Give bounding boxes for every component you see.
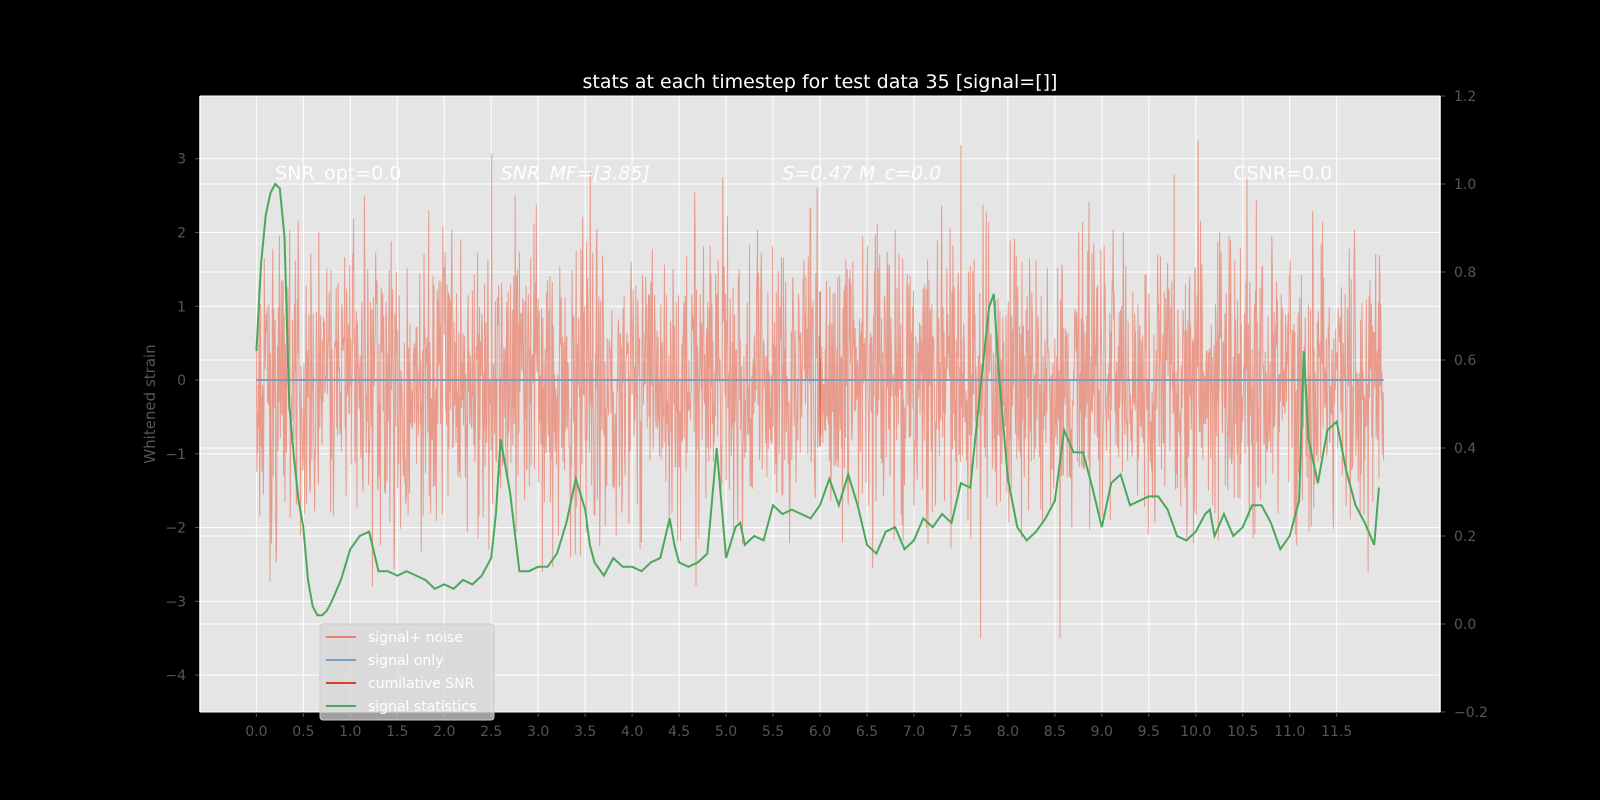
y-tick-label: 3: [177, 152, 186, 168]
x-tick-label: 2.0: [433, 724, 455, 740]
x-tick-label: 7.5: [950, 724, 972, 740]
annotation-text: CSNR=0.0: [1233, 162, 1332, 184]
annotation-text: SNR_opt=0.0: [275, 162, 401, 184]
x-tick-label: 2.5: [480, 724, 502, 740]
legend-label: signal+ noise: [368, 630, 463, 646]
x-tick-label: 9.5: [1138, 724, 1160, 740]
y2-tick-label: 0.2: [1454, 529, 1476, 545]
y2-tick-label: 0.0: [1454, 617, 1476, 633]
x-tick-label: 3.0: [527, 724, 549, 740]
x-tick-label: 11.0: [1274, 724, 1305, 740]
y-tick-label: −4: [165, 668, 186, 684]
y2-tick-label: 0.8: [1454, 265, 1476, 281]
legend-label: cumilative SNR: [368, 676, 475, 692]
x-tick-label: 11.5: [1321, 724, 1352, 740]
y2-tick-label: 1.0: [1454, 177, 1476, 193]
x-tick-label: 10.5: [1227, 724, 1258, 740]
y-tick-label: 0: [177, 373, 186, 389]
legend-label: signal only: [368, 653, 443, 669]
x-tick-label: 1.5: [386, 724, 408, 740]
x-tick-label: 7.0: [903, 724, 925, 740]
legend-box: [319, 623, 495, 721]
y-tick-label: −3: [165, 594, 186, 610]
y2-tick-label: 0.6: [1454, 353, 1476, 369]
y2-tick-label: 1.2: [1454, 89, 1476, 105]
annotation-text: SNR_MF=[3.85]: [501, 162, 650, 184]
x-tick-label: 5.0: [715, 724, 737, 740]
x-tick-label: 6.0: [809, 724, 831, 740]
y2-tick-label: 0.4: [1454, 441, 1476, 457]
x-tick-label: 6.5: [856, 724, 878, 740]
x-tick-label: 3.5: [574, 724, 596, 740]
legend-label: signal statistics: [368, 699, 476, 715]
x-tick-label: 10.0: [1180, 724, 1211, 740]
x-tick-label: 9.0: [1091, 724, 1113, 740]
chart-title: stats at each timestep for test data 35 …: [583, 71, 1058, 93]
y2-tick-label: −0.2: [1454, 705, 1488, 721]
y-tick-label: 1: [177, 299, 186, 315]
x-tick-label: 1.0: [339, 724, 361, 740]
x-tick-label: 8.5: [1044, 724, 1066, 740]
y-axis-label: Whitened strain: [141, 344, 159, 463]
x-tick-label: 5.5: [762, 724, 784, 740]
x-tick-label: 0.0: [245, 724, 267, 740]
signal-statistics-series: [255, 182, 1380, 617]
legend: signal+ noise signal only cumilative SNR si…: [319, 623, 495, 721]
y-tick-label: 2: [177, 225, 186, 241]
axes: 0.0 0.5 1.0 1.5 2.0 2.5 3.0 3.5 4.0 4.5 5.0 5.5 6.0 6…: [165, 89, 1488, 740]
x-tick-label: 4.5: [668, 724, 690, 740]
y-tick-label: −2: [165, 521, 186, 537]
y-tick-label: −1: [165, 447, 186, 463]
annotations: SNR_opt=0.0 SNR_MF=[3.85] S=0.47 M_c=0.0 CS…: [275, 162, 1332, 184]
x-tick-label: 0.5: [292, 724, 314, 740]
annotation-text: S=0.47 M_c=0.0: [782, 162, 941, 184]
x-tick-label: 4.0: [621, 724, 643, 740]
x-tick-label: 8.0: [997, 724, 1019, 740]
